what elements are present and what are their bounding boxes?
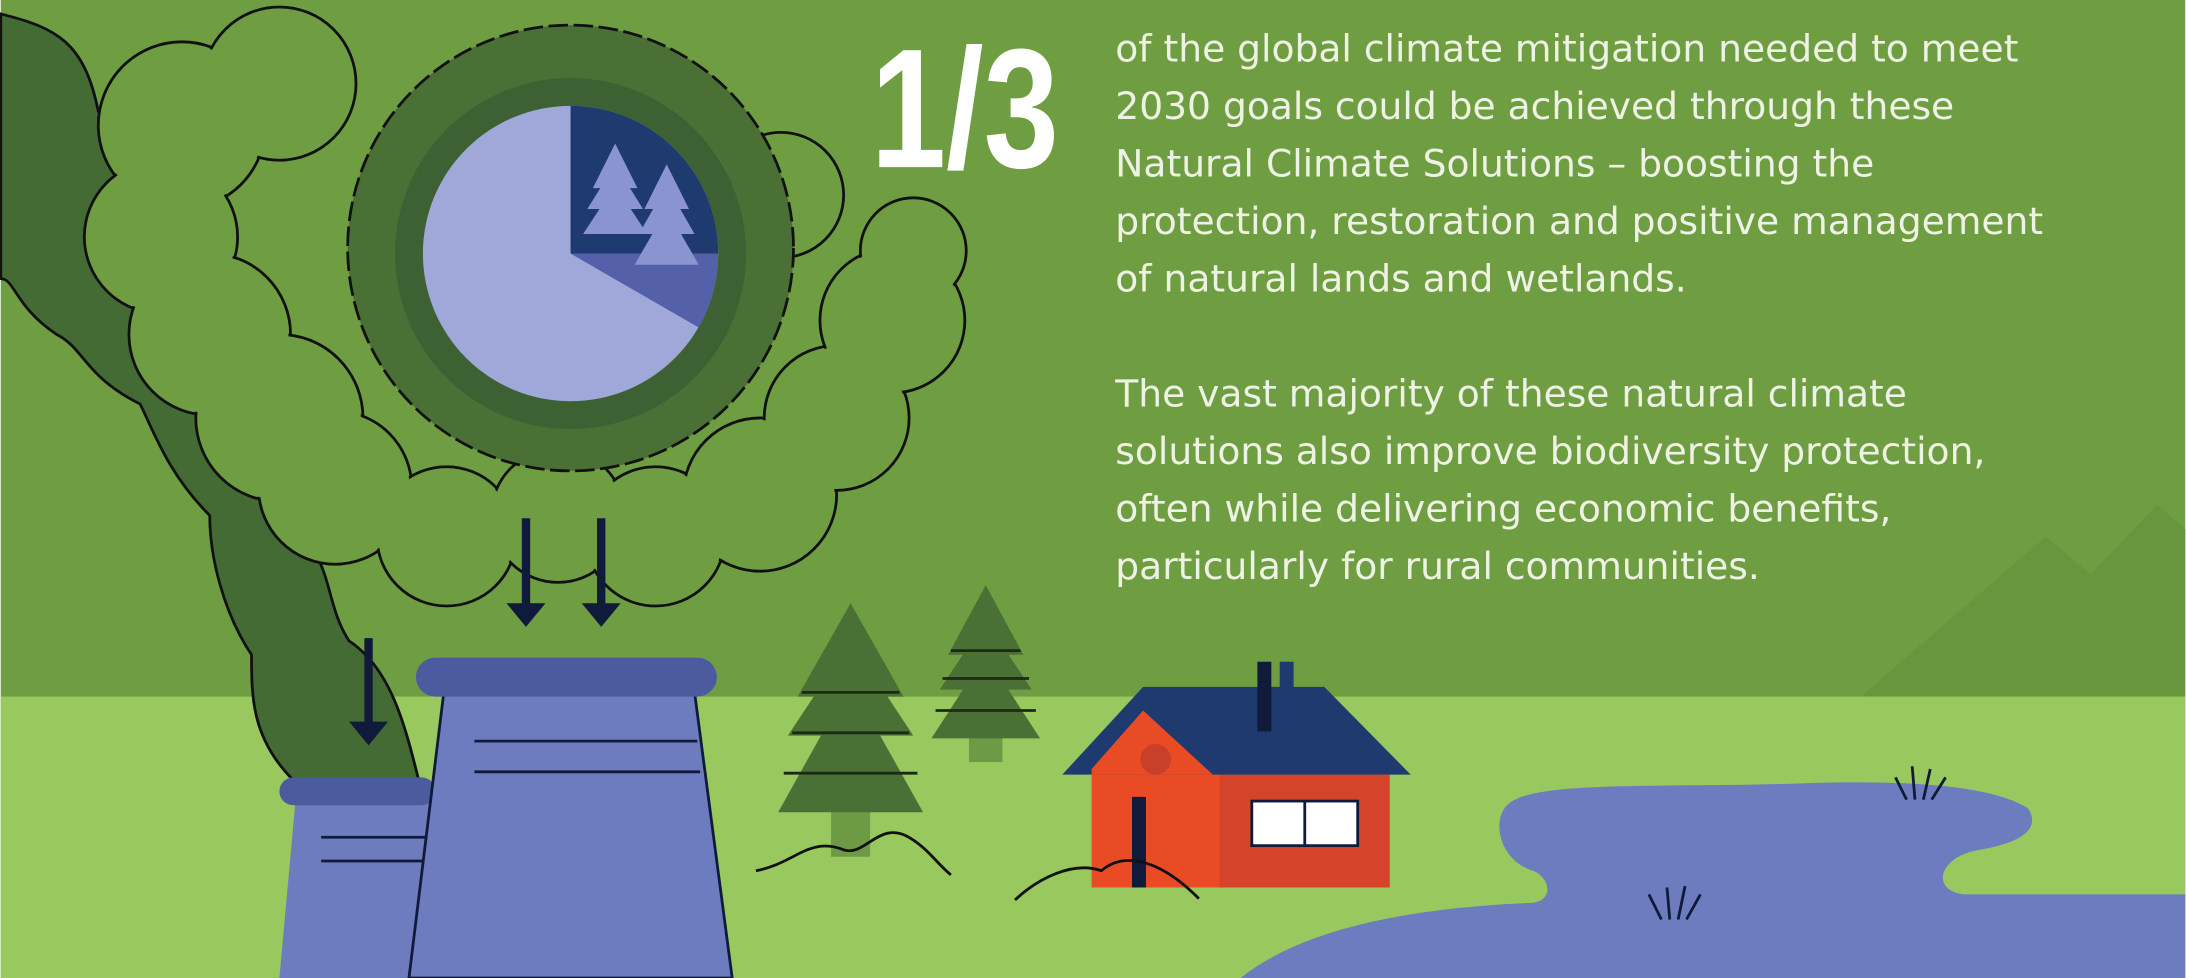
cloud-fill xyxy=(862,200,964,302)
pie-badge xyxy=(348,25,794,471)
body-text-line: solutions also improve biodiversity prot… xyxy=(1115,429,1985,473)
body-text-line: 2030 goals could be achieved through the… xyxy=(1115,84,1954,128)
cloud-fill xyxy=(379,469,514,604)
body-text-line: The vast majority of these natural clima… xyxy=(1114,372,1907,416)
body-text-line: of the global climate mitigation needed … xyxy=(1115,26,2018,70)
cloud-fill xyxy=(205,9,354,158)
body-text-line: of natural lands and wetlands. xyxy=(1115,256,1686,300)
body-text-line: particularly for rural communities. xyxy=(1115,544,1760,588)
infographic: 1/3 of the global climate mitigation nee… xyxy=(0,0,2186,978)
body-text-line: often while delivering economic benefits… xyxy=(1115,487,1891,531)
headline: 1/3 xyxy=(871,14,1059,204)
body-text-line: protection, restoration and positive man… xyxy=(1115,199,2043,243)
body-text-line: Natural Climate Solutions – boosting the xyxy=(1115,141,1874,185)
page: 1/3 of the global climate mitigation nee… xyxy=(0,0,2186,978)
